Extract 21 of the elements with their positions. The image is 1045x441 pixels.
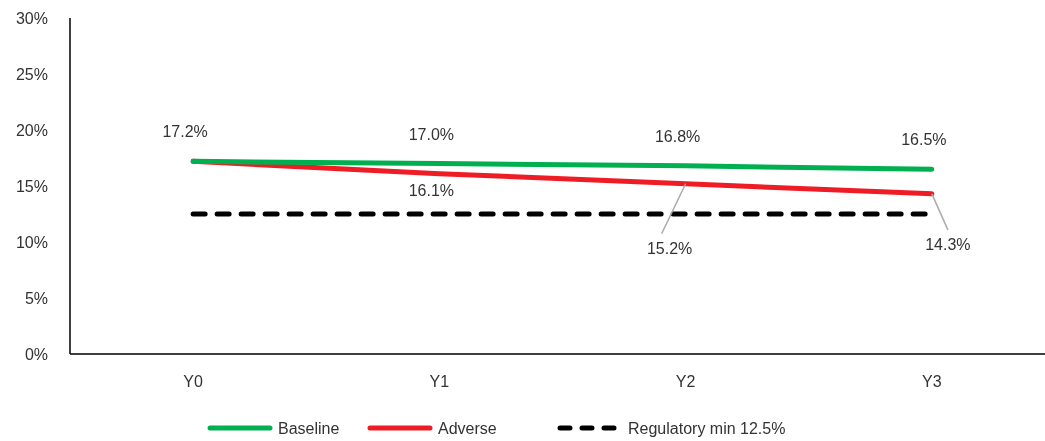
y-tick-label: 20% bbox=[15, 121, 48, 139]
data-label: 16.1% bbox=[408, 181, 455, 199]
data-label: 17.0% bbox=[408, 125, 455, 143]
x-tick-label: Y2 bbox=[675, 373, 696, 390]
legend-label: Baseline bbox=[278, 419, 340, 437]
x-tick-label: Y3 bbox=[922, 373, 942, 390]
y-tick-label: 15% bbox=[15, 177, 48, 195]
data-label: 16.8% bbox=[654, 127, 701, 145]
y-tick-label: 5% bbox=[24, 289, 48, 307]
legend-label: Adverse bbox=[438, 419, 497, 437]
y-tick-label: 25% bbox=[15, 65, 48, 83]
y-tick-label: 0% bbox=[24, 345, 48, 363]
data-label: 17.2% bbox=[162, 123, 208, 141]
data-label: 15.2% bbox=[646, 239, 693, 257]
legend-label: Regulatory min 12.5% bbox=[628, 419, 786, 437]
x-tick-label: Y1 bbox=[429, 373, 450, 390]
data-label: 16.5% bbox=[901, 131, 947, 149]
data-label: 14.3% bbox=[925, 235, 971, 253]
x-tick-label: Y0 bbox=[183, 373, 204, 390]
y-tick-label: 10% bbox=[15, 233, 48, 251]
y-tick-label: 30% bbox=[15, 9, 48, 27]
